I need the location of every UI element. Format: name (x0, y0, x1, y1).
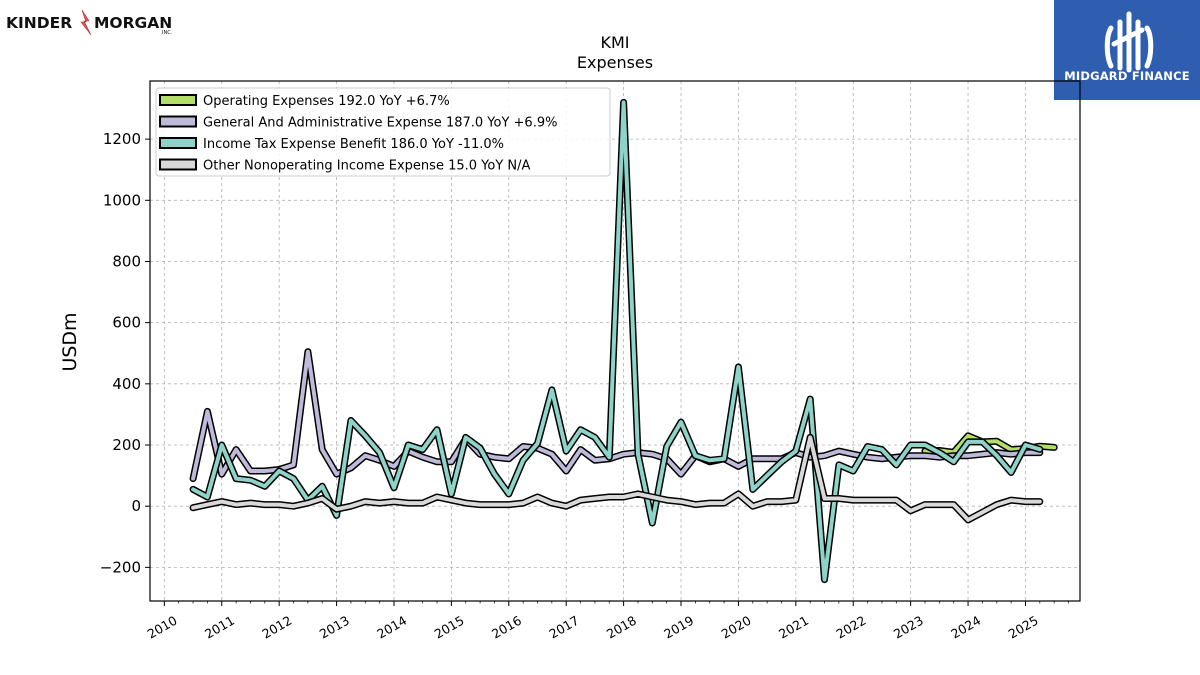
kinder-morgan-logo: KINDER MORGAN INC. (6, 8, 181, 36)
y-tick-label: −200 (100, 558, 141, 576)
legend-item: Operating Expenses 192.0 YoY +6.7% (159, 94, 450, 109)
legend-label: Income Tax Expense Benefit 186.0 YoY -11… (203, 137, 504, 152)
x-tick-label: 2010 (145, 613, 180, 642)
y-tick-label: 200 (112, 436, 141, 454)
legend-item: Other Nonoperating Income Expense 15.0 Y… (159, 158, 531, 174)
y-tick-label: 1000 (103, 191, 141, 209)
x-tick-label: 2021 (776, 613, 811, 642)
x-tick-label: 2018 (604, 613, 639, 642)
plot-frame (149, 80, 1081, 602)
y-axis: −200 0 200 400 600 800 1000 1200 (100, 130, 150, 576)
midgard-finance-label: MIDGARD FINANCE (1064, 69, 1190, 83)
y-tick-label: 1200 (103, 130, 141, 148)
legend-swatch (159, 158, 197, 171)
x-axis: 2010 2011 2012 2013 2014 2015 2016 2017 2018 2019… (145, 601, 1069, 642)
legend-label: Other Nonoperating Income Expense 15.0 Y… (203, 159, 531, 174)
legend-box (155, 87, 611, 177)
x-tick-label: 2016 (489, 613, 524, 642)
x-tick-label: 2015 (432, 613, 467, 642)
chart-title: KMI (600, 33, 629, 52)
legend-label: Operating Expenses 192.0 YoY +6.7% (203, 94, 450, 109)
y-axis-label: USDm (59, 312, 81, 371)
x-tick-label: 2022 (833, 613, 868, 642)
x-tick-label: 2024 (948, 613, 983, 642)
midgard-finance-logo: MIDGARD FINANCE (1054, 0, 1200, 100)
legend-item: General And Administrative Expense 187.0… (159, 115, 557, 131)
legend-swatch (159, 94, 197, 106)
legend-label: General And Administrative Expense 187.0… (203, 116, 557, 131)
x-tick-label: 2025 (1006, 613, 1041, 642)
series-other-nonoperating-income-expense (189, 433, 1044, 524)
series-line (191, 435, 1042, 522)
x-tick-label: 2011 (202, 613, 237, 642)
legend-swatch (159, 115, 197, 128)
series-line-outline (189, 348, 1044, 483)
x-tick-label: 2014 (374, 613, 409, 642)
lightning-icon (80, 9, 92, 36)
series-lines (189, 98, 1058, 584)
logo-text-inc: INC. (162, 30, 173, 36)
x-tick-label: 2019 (661, 613, 696, 642)
logo-text-morgan: MORGAN (94, 14, 172, 32)
x-tick-label: 2013 (317, 613, 352, 642)
logo-text-kinder: KINDER (6, 14, 72, 32)
y-tick-label: 400 (112, 375, 141, 393)
y-tick-label: 800 (112, 252, 141, 270)
legend-item: Income Tax Expense Benefit 186.0 YoY -11… (159, 137, 504, 152)
y-tick-label: 600 (112, 314, 141, 332)
midgard-emblem-icon (1104, 11, 1154, 73)
x-tick-label: 2017 (546, 613, 581, 642)
legend-swatch (159, 137, 197, 149)
chart-subtitle: Expenses (577, 53, 653, 72)
y-tick-label: 0 (131, 497, 141, 515)
legend: Operating Expenses 192.0 YoY +6.7% Genera… (155, 87, 611, 177)
series-general-and-administrative-expense (189, 348, 1044, 483)
x-tick-label: 2012 (259, 613, 294, 642)
x-tick-label: 2020 (719, 613, 754, 642)
x-tick-label: 2023 (891, 613, 926, 642)
